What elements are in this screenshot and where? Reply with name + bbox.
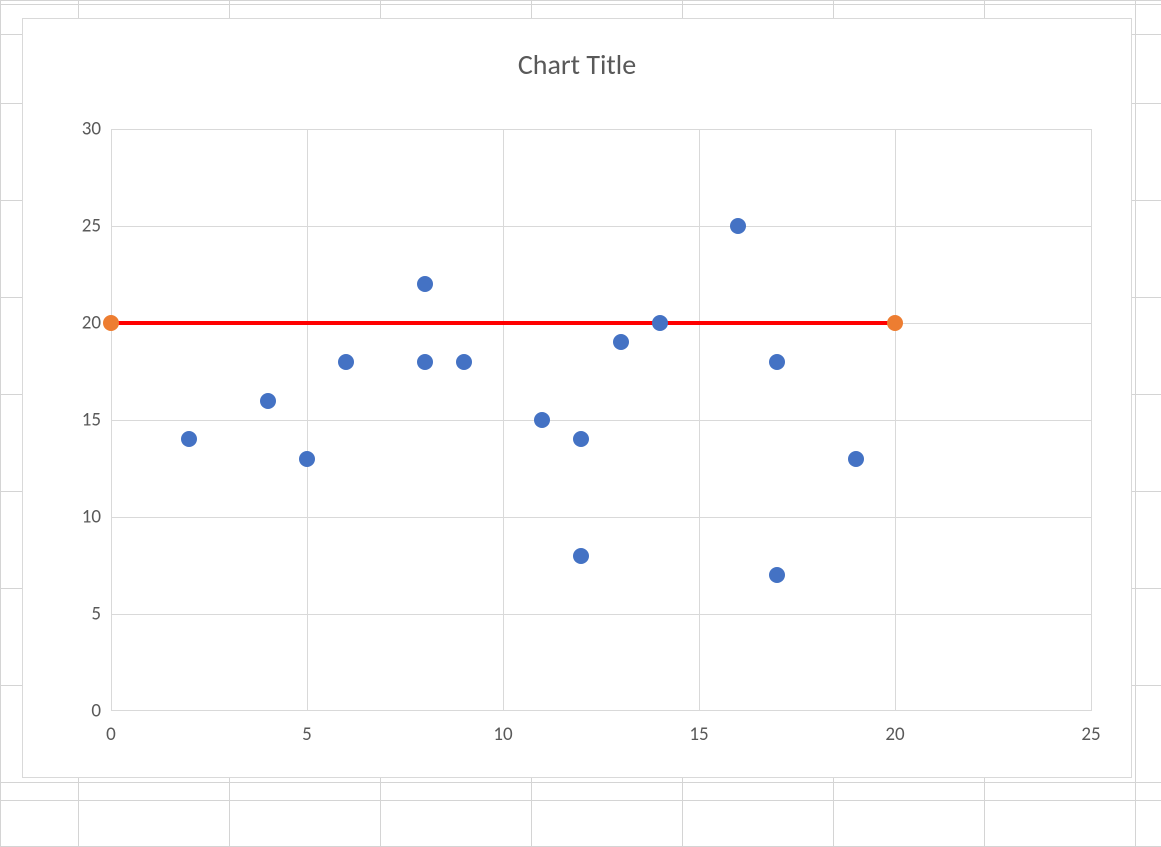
reference-line-endpoint[interactable]	[887, 315, 903, 331]
gridline-horizontal	[111, 226, 1091, 227]
spreadsheet-row-line	[0, 0, 1161, 1]
reference-line[interactable]	[111, 321, 895, 325]
scatter-point[interactable]	[730, 218, 746, 234]
scatter-point[interactable]	[848, 451, 864, 467]
scatter-point[interactable]	[417, 276, 433, 292]
y-tick-label: 25	[82, 215, 101, 238]
scatter-point[interactable]	[769, 567, 785, 583]
y-tick-label: 15	[82, 409, 101, 432]
scatter-point[interactable]	[769, 354, 785, 370]
gridline-horizontal	[111, 129, 1091, 130]
spreadsheet-row-line	[0, 782, 1161, 783]
scatter-point[interactable]	[534, 412, 550, 428]
x-tick-label: 5	[302, 723, 312, 746]
y-tick-label: 10	[82, 506, 101, 529]
x-tick-label: 25	[1081, 723, 1100, 746]
gridline-vertical	[1091, 129, 1092, 711]
scatter-point[interactable]	[299, 451, 315, 467]
scatter-point[interactable]	[338, 354, 354, 370]
x-tick-label: 20	[885, 723, 904, 746]
scatter-point[interactable]	[417, 354, 433, 370]
scatter-point[interactable]	[456, 354, 472, 370]
spreadsheet-row-line	[0, 4, 1161, 5]
y-tick-label: 5	[91, 603, 101, 626]
scatter-point[interactable]	[260, 393, 276, 409]
gridline-horizontal	[111, 517, 1091, 518]
scatter-point[interactable]	[573, 548, 589, 564]
x-tick-label: 10	[493, 723, 512, 746]
spreadsheet-row-line	[0, 800, 1161, 801]
scatter-point[interactable]	[573, 431, 589, 447]
x-tick-label: 15	[689, 723, 708, 746]
chart-container[interactable]: Chart Title 0510152025051015202530	[22, 18, 1132, 778]
y-tick-label: 20	[82, 312, 101, 335]
spreadsheet-col-line	[1135, 0, 1136, 846]
gridline-horizontal	[111, 420, 1091, 421]
plot-area[interactable]: 0510152025051015202530	[111, 129, 1091, 711]
y-tick-label: 0	[91, 700, 101, 723]
reference-line-endpoint[interactable]	[103, 315, 119, 331]
chart-title: Chart Title	[23, 47, 1131, 82]
scatter-point[interactable]	[613, 334, 629, 350]
gridline-horizontal	[111, 614, 1091, 615]
x-tick-label: 0	[106, 723, 116, 746]
scatter-point[interactable]	[652, 315, 668, 331]
scatter-point[interactable]	[181, 431, 197, 447]
y-tick-label: 30	[82, 118, 101, 141]
spreadsheet-col-line	[0, 0, 1, 846]
